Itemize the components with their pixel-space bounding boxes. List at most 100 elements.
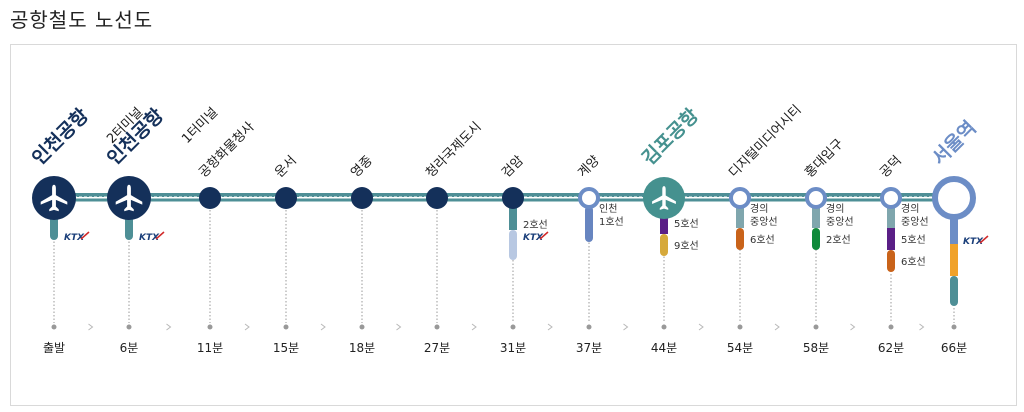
station-5[interactable]: 영종 18분: [348, 153, 376, 355]
travel-time: 66분: [941, 341, 967, 355]
time-dot: [126, 324, 132, 330]
ktx-logo: KTX: [139, 233, 160, 243]
time-dot: [586, 324, 592, 330]
ktx-logo: KTX: [64, 233, 85, 243]
airplane-icon: [652, 186, 676, 210]
direction-arrow: [320, 323, 326, 331]
station-marker[interactable]: [805, 187, 827, 209]
travel-time: 62분: [878, 341, 904, 355]
transfer-label: 6호선: [901, 256, 926, 268]
direction-arrow: [396, 323, 402, 331]
time-dot: [434, 324, 440, 330]
transfer-bar: [950, 244, 958, 276]
direction-arrow: [698, 323, 704, 331]
travel-time: 58분: [803, 341, 829, 355]
station-marker[interactable]: [275, 187, 297, 209]
station-name: 서울역: [928, 117, 981, 170]
station-13[interactable]: 서울역 66분: [928, 117, 981, 355]
transfer-bar: [509, 206, 517, 230]
station-marker[interactable]: [502, 187, 524, 209]
station-name: 디지털미디어시티: [726, 103, 804, 181]
station-name: 운서: [272, 153, 300, 181]
station-name: 김포공항: [638, 104, 703, 169]
time-dot: [359, 324, 365, 330]
station-4[interactable]: 운서 15분: [272, 153, 300, 355]
travel-time: 27분: [424, 341, 450, 355]
transfer-label: 2호선: [826, 234, 851, 246]
transfer-bar: [660, 212, 668, 234]
transfer-bar: [887, 228, 895, 250]
route-map-frame: [10, 44, 1017, 406]
direction-arrow: [244, 323, 250, 331]
transfer-bar: [950, 214, 958, 244]
time-dot: [207, 324, 213, 330]
time-dot: [510, 324, 516, 330]
station-marker[interactable]: [351, 187, 373, 209]
station-9[interactable]: 5호선 9호선 김포공항 44분: [638, 104, 703, 355]
travel-time: 44분: [651, 341, 677, 355]
transfer-bar: [736, 206, 744, 228]
travel-time: 6분: [120, 341, 139, 355]
direction-arrow: [88, 323, 94, 331]
time-dot: [661, 324, 667, 330]
ktx-logo-accent: [539, 231, 549, 240]
travel-time: 37분: [576, 341, 602, 355]
station-name: 영종: [348, 153, 376, 181]
travel-time: 출발: [43, 341, 65, 355]
direction-arrow: [547, 323, 553, 331]
transfer-label: 5호선: [674, 218, 699, 230]
ktx-logo-accent: [979, 235, 989, 244]
time-dot: [51, 324, 57, 330]
station-name: 계양: [575, 153, 603, 181]
travel-time: 18분: [349, 341, 375, 355]
travel-time: 54분: [727, 341, 753, 355]
station-11[interactable]: 경의 중앙선 2호선 홍대입구 58분: [802, 136, 853, 355]
transfer-label: 5호선: [901, 234, 926, 246]
transfer-label: 6호선: [750, 234, 775, 246]
station-12[interactable]: 경의 중앙선 5호선 6호선 공덕 62분: [877, 153, 928, 355]
direction-arrow: [623, 323, 629, 331]
station-name: 홍대입구: [802, 136, 846, 180]
station-marker[interactable]: [199, 187, 221, 209]
transfer-label: 9호선: [674, 240, 699, 252]
direction-arrow: [774, 323, 780, 331]
transfer-label: 경의 중앙선: [750, 202, 778, 228]
transfer-bar: [812, 206, 820, 228]
transfer-bar: [736, 228, 744, 250]
station-marker[interactable]: [426, 187, 448, 209]
ktx-logo-accent: [80, 231, 90, 240]
station-7[interactable]: 2호선 검암 31분: [499, 153, 548, 355]
transfer-bar: [950, 276, 958, 306]
station-marker[interactable]: [578, 187, 600, 209]
station-marker[interactable]: [932, 176, 976, 220]
station-6[interactable]: 청라국제도시 27분: [423, 119, 484, 355]
travel-time: 15분: [273, 341, 299, 355]
transfer-bar: [585, 206, 593, 242]
transfer-bar: [660, 234, 668, 256]
time-dot: [951, 324, 957, 330]
transfer-bar: [887, 250, 895, 272]
direction-arrow: [919, 323, 925, 331]
station-marker[interactable]: [880, 187, 902, 209]
station-name: 청라국제도시: [423, 119, 484, 180]
station-name: 검암: [499, 153, 527, 181]
station-name: 공덕: [877, 153, 905, 181]
time-dot: [888, 324, 894, 330]
station-marker[interactable]: [729, 187, 751, 209]
time-dot: [813, 324, 819, 330]
station-subname: 1터미널: [179, 105, 221, 147]
airplane-icon: [115, 184, 143, 212]
ktx-logo: KTX: [963, 237, 984, 247]
direction-arrow: [471, 323, 477, 331]
station-8[interactable]: 인천 1호선 계양 37분: [575, 153, 624, 355]
transfer-label: 인천 1호선: [599, 203, 624, 228]
travel-time: 11분: [197, 341, 223, 355]
transfer-label: 경의 중앙선: [901, 202, 929, 228]
direction-arrow: [850, 323, 856, 331]
travel-time: 31분: [500, 341, 526, 355]
station-10[interactable]: 경의 중앙선 6호선 디지털미디어시티 54분: [726, 103, 804, 355]
station-name: 인천공항: [28, 104, 93, 169]
